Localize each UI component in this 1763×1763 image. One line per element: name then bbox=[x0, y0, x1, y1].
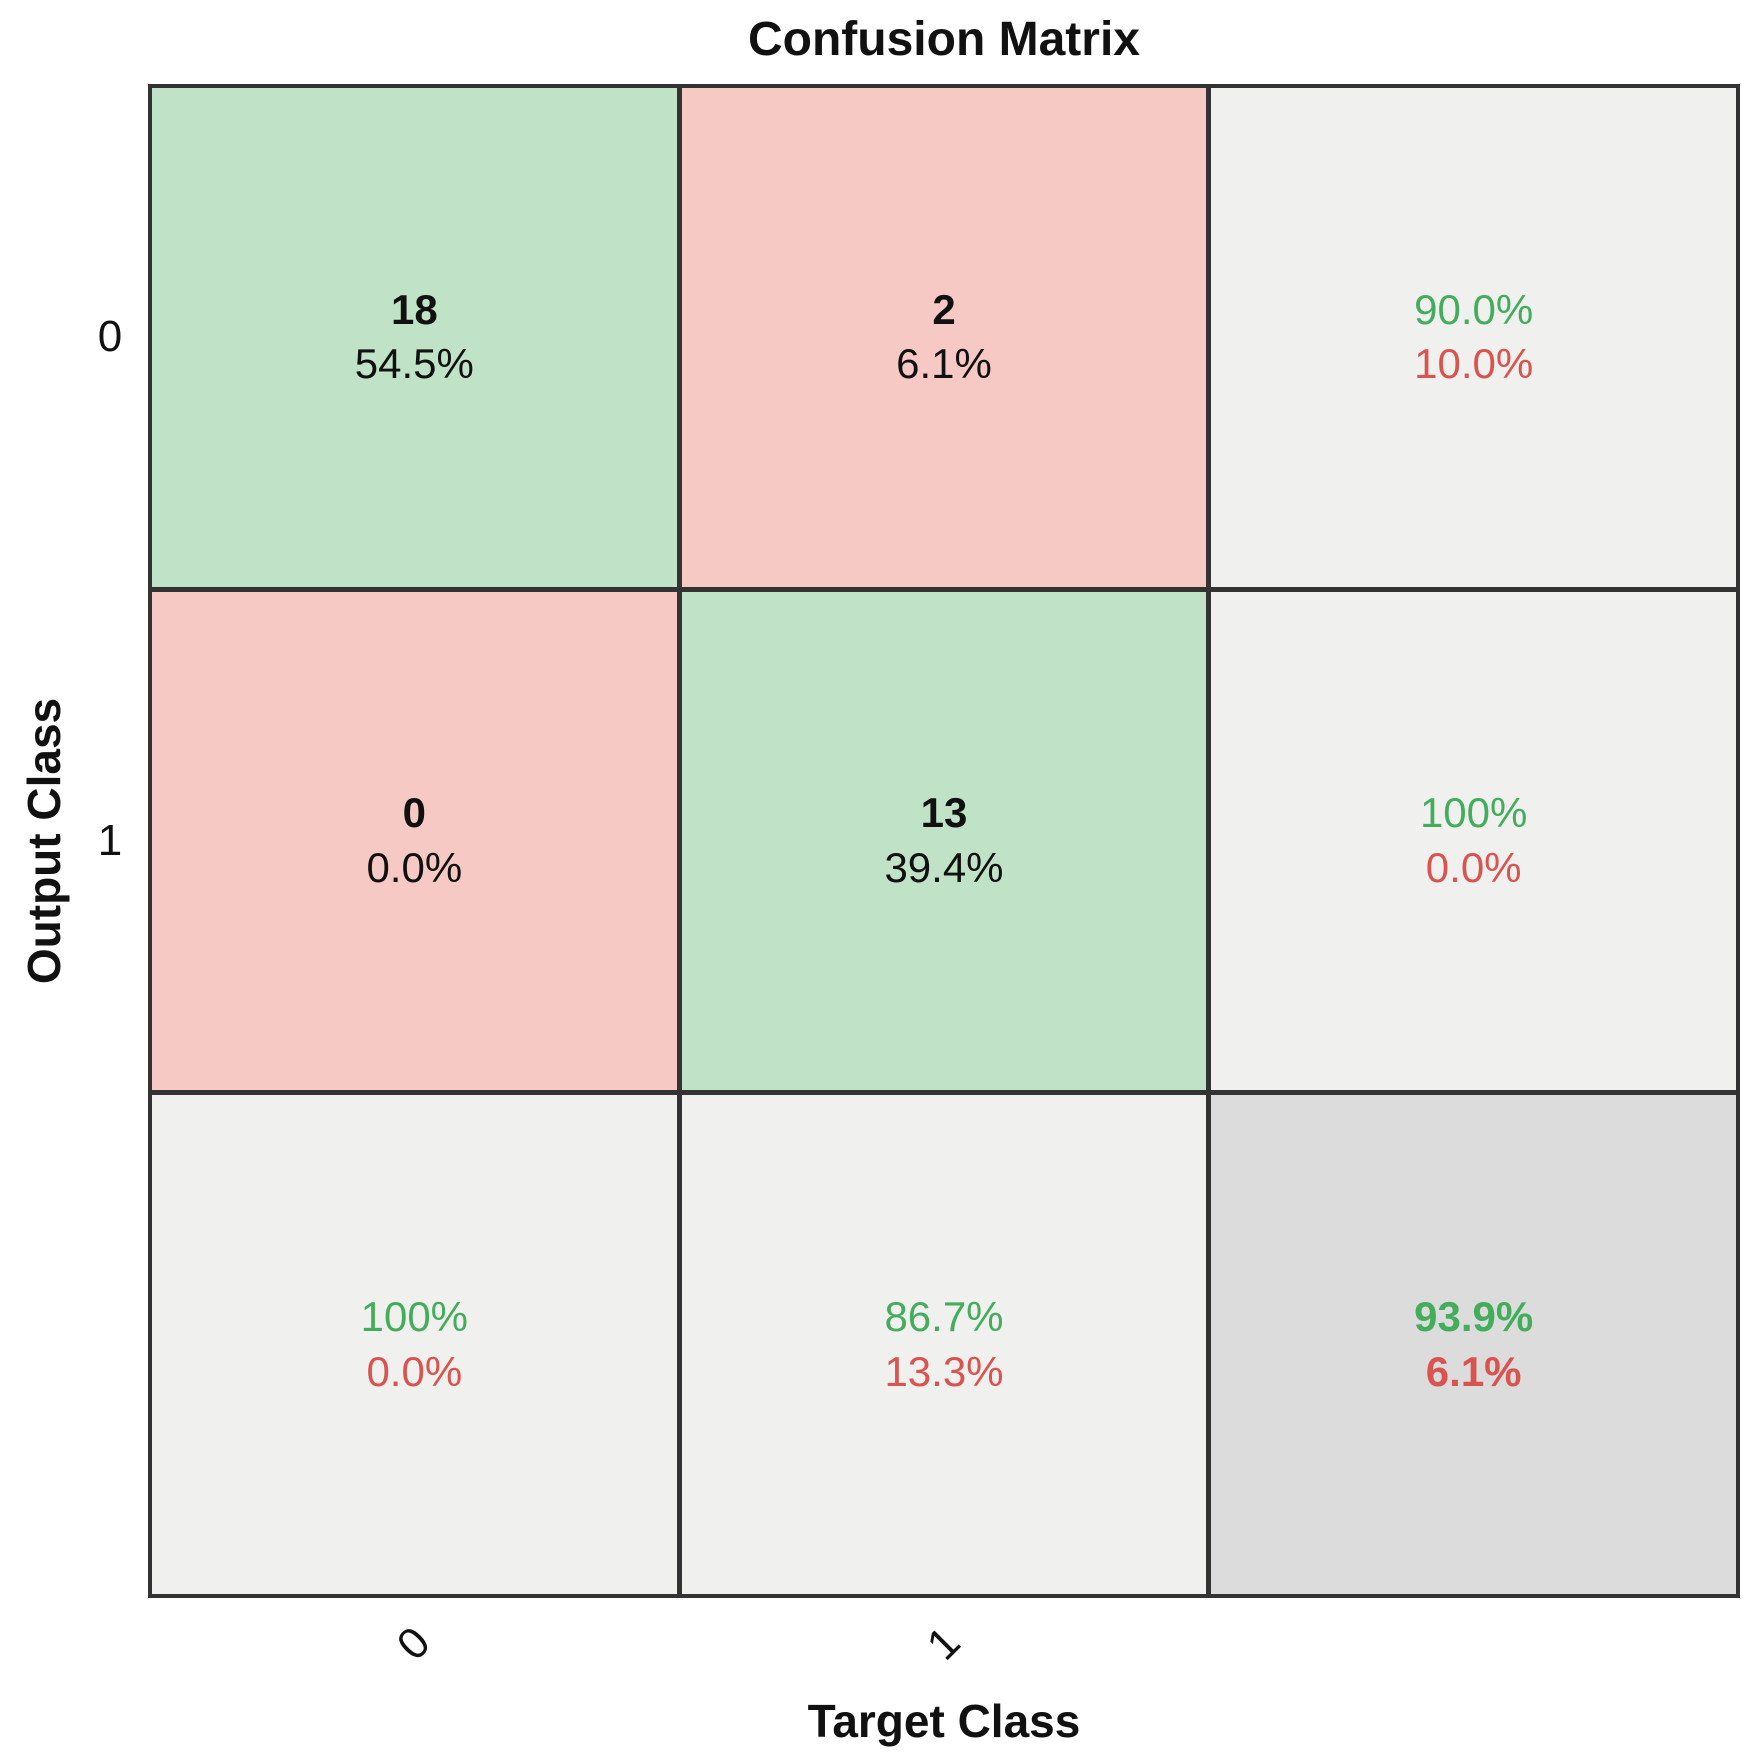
matrix-grid: 18 54.5% 2 6.1% 90.0% 10.0% 0 0.0% 13 39… bbox=[148, 84, 1740, 1598]
cell-percent: 6.1% bbox=[896, 340, 992, 388]
matrix-cell-r0c1-misclassified: 2 6.1% bbox=[681, 88, 1207, 587]
matrix-cell-r0c0-true-positive: 18 54.5% bbox=[152, 88, 677, 587]
cell-percent: 54.5% bbox=[354, 340, 474, 388]
cell-count: 2 bbox=[932, 285, 956, 333]
overall-accuracy-percent: 93.9% bbox=[1414, 1293, 1534, 1341]
matrix-cell-r0c2-row-summary: 90.0% 10.0% bbox=[1211, 88, 1736, 587]
summary-correct-percent: 90.0% bbox=[1414, 285, 1534, 333]
cell-percent: 39.4% bbox=[884, 843, 1004, 891]
summary-correct-percent: 100% bbox=[1419, 789, 1528, 837]
cell-count: 18 bbox=[390, 285, 438, 333]
summary-correct-percent: 100% bbox=[360, 1293, 469, 1341]
matrix-cell-r1c0-misclassified: 0 0.0% bbox=[152, 591, 677, 1091]
matrix-cell-r1c2-row-summary: 100% 0.0% bbox=[1211, 591, 1736, 1091]
y-tick-class-1: 1 bbox=[97, 816, 123, 865]
summary-error-percent: 13.3% bbox=[884, 1347, 1004, 1395]
chart-title: Confusion Matrix bbox=[748, 13, 1140, 66]
cell-count: 13 bbox=[920, 789, 968, 837]
y-tick-class-0: 0 bbox=[97, 312, 123, 361]
cell-count: 0 bbox=[402, 789, 426, 837]
summary-error-percent: 10.0% bbox=[1414, 340, 1534, 388]
summary-error-percent: 0.0% bbox=[366, 1347, 463, 1395]
matrix-cell-r2c1-col-summary: 86.7% 13.3% bbox=[681, 1095, 1207, 1594]
x-tick-class-0: 0 bbox=[387, 1617, 440, 1670]
cell-percent: 0.0% bbox=[366, 843, 463, 891]
matrix-cell-r2c2-overall-accuracy: 93.9% 6.1% bbox=[1211, 1095, 1736, 1594]
summary-error-percent: 0.0% bbox=[1425, 843, 1522, 891]
y-axis-label: Output Class bbox=[18, 697, 70, 985]
x-tick-class-1: 1 bbox=[917, 1617, 970, 1670]
matrix-cell-r2c0-col-summary: 100% 0.0% bbox=[152, 1095, 677, 1594]
summary-correct-percent: 86.7% bbox=[884, 1293, 1004, 1341]
x-axis-label: Target Class bbox=[807, 1695, 1081, 1747]
overall-error-percent: 6.1% bbox=[1425, 1347, 1522, 1395]
matrix-cell-r1c1-true-positive: 13 39.4% bbox=[681, 591, 1207, 1091]
